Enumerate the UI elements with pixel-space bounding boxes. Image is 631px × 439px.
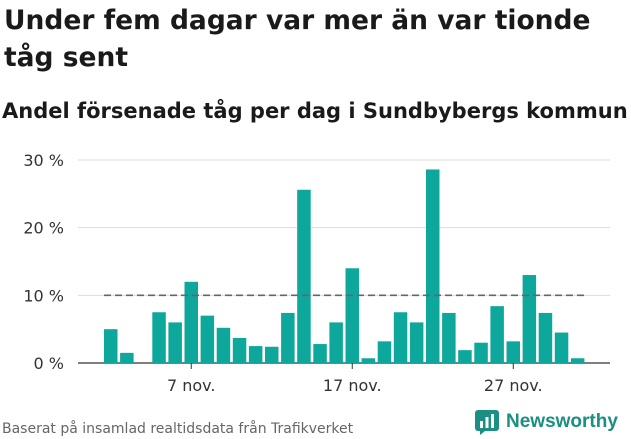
bar <box>168 322 182 363</box>
brand-name: Newsworthy <box>506 411 618 432</box>
bar <box>426 169 440 363</box>
bar <box>361 358 376 363</box>
y-axis: 0 % 10 % 20 % 30 % <box>23 151 64 373</box>
chart-subtitle: Andel försenade tåg per dag i Sundbyberg… <box>2 99 628 123</box>
bar <box>442 312 456 363</box>
x-axis: 7 nov. 17 nov. 27 nov. <box>167 363 543 395</box>
x-tick-label: 7 nov. <box>167 376 216 395</box>
bar <box>248 346 263 363</box>
y-tick-label: 30 % <box>23 151 64 170</box>
bar <box>265 346 279 363</box>
source-note: Baserat på insamlad realtidsdata från Tr… <box>2 421 354 437</box>
bar <box>490 306 504 363</box>
bar <box>393 312 408 363</box>
bar <box>506 341 520 363</box>
bar <box>474 342 488 363</box>
bar <box>281 312 295 363</box>
y-tick-label: 0 % <box>34 354 64 373</box>
x-tick-label: 17 nov. <box>323 376 382 395</box>
bar <box>216 327 231 363</box>
y-tick-label: 10 % <box>23 286 64 305</box>
bar <box>377 341 392 363</box>
newsworthy-logo: Newsworthy <box>474 408 618 436</box>
bar <box>458 350 472 363</box>
bar <box>570 358 585 363</box>
newsworthy-logo-icon <box>475 410 499 435</box>
chart-title: Under fem dagar var mer än var tionde tå… <box>4 5 591 73</box>
bar <box>313 344 327 363</box>
bar <box>297 189 311 363</box>
x-tick-label: 27 nov. <box>484 376 543 395</box>
bar <box>200 315 215 363</box>
bars <box>104 169 585 363</box>
bar <box>522 275 537 363</box>
bar <box>104 329 118 363</box>
grid-lines <box>78 159 610 364</box>
bar <box>184 281 198 363</box>
bar <box>120 352 134 363</box>
bar <box>152 312 166 363</box>
bar <box>345 268 359 363</box>
bar <box>329 322 343 363</box>
bar <box>232 337 247 363</box>
bar <box>554 332 569 363</box>
y-tick-label: 20 % <box>23 219 64 238</box>
bar <box>538 312 553 363</box>
bar <box>409 322 424 363</box>
